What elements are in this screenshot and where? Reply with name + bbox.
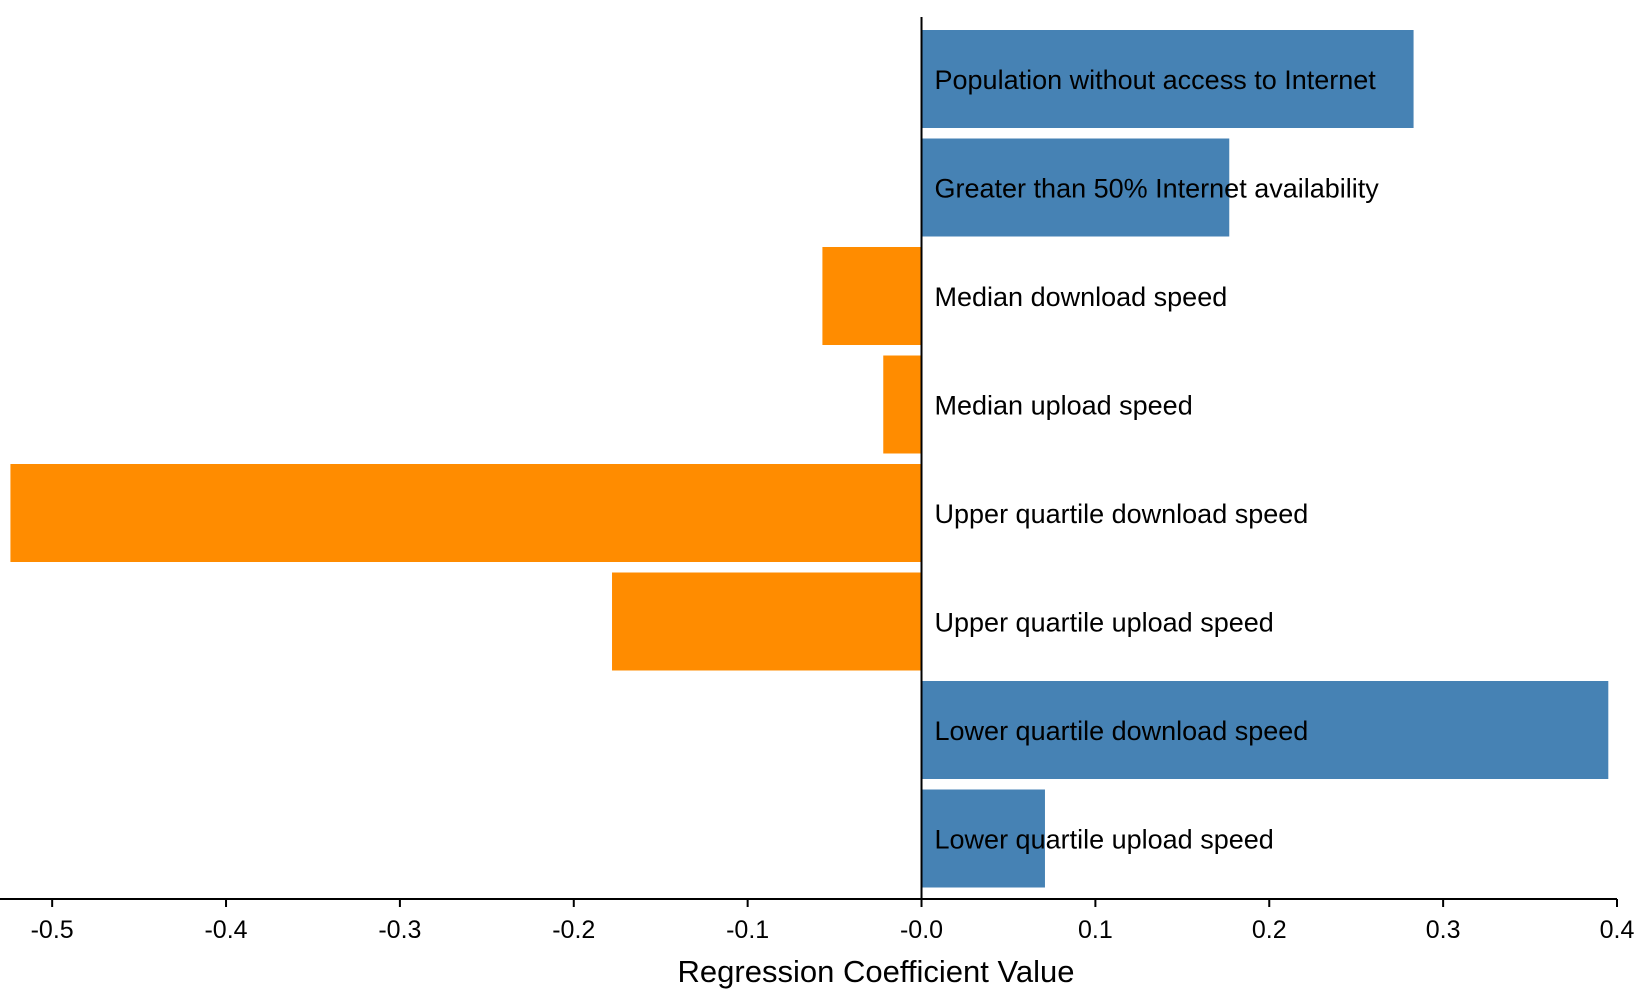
x-tick-label: -0.3 <box>378 916 421 944</box>
category-label: Lower quartile upload speed <box>935 825 1274 855</box>
bar <box>822 247 922 345</box>
bar <box>921 789 1045 888</box>
x-tick-label: 0.1 <box>1078 916 1113 944</box>
axes-layer: -0.5 -0.4 -0.3 -0.2 -0.1 -0.0 0.1 0.2 0.3 0.4 <box>0 17 1634 944</box>
category-label: Greater than 50% Internet availability <box>935 174 1380 204</box>
x-tick-label: -0.5 <box>31 916 74 944</box>
x-tick-label: -0.4 <box>204 916 247 944</box>
bar <box>921 30 1414 128</box>
category-label: Lower quartile download speed <box>935 716 1309 746</box>
category-label: Population without access to Internet <box>935 65 1377 95</box>
category-label: Upper quartile upload speed <box>935 608 1274 638</box>
bar <box>921 138 1230 237</box>
bar <box>10 464 922 562</box>
category-label: Upper quartile download speed <box>935 499 1309 529</box>
x-tick-label: -0.2 <box>552 916 595 944</box>
bars-layer <box>10 30 1609 888</box>
x-tick-label: -0.0 <box>900 916 943 944</box>
bar-labels-layer: Population without access to Internet Gre… <box>935 65 1380 855</box>
x-tick-label: -0.1 <box>726 916 769 944</box>
bar <box>921 681 1609 779</box>
x-axis-title: Regression Coefficient Value <box>678 954 1075 989</box>
bar <box>612 572 922 671</box>
category-label: Median download speed <box>935 282 1228 312</box>
category-label: Median upload speed <box>935 391 1193 421</box>
x-tick-label: 0.2 <box>1252 916 1287 944</box>
x-tick-label: 0.3 <box>1426 916 1461 944</box>
bar <box>883 355 922 454</box>
x-tick-label: 0.4 <box>1600 916 1635 944</box>
